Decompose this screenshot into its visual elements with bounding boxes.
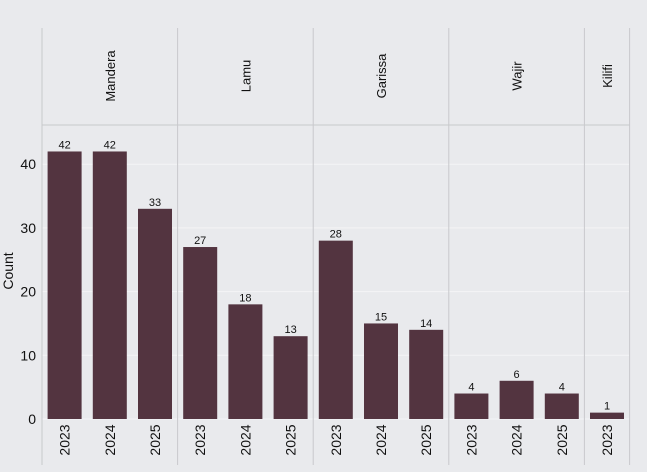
bar-value-label: 6	[514, 369, 520, 381]
bar-value-label: 1	[604, 401, 610, 413]
y-tick-label: 40	[20, 156, 36, 172]
bar-lamu-2025	[273, 336, 308, 419]
bar-value-label: 15	[375, 311, 387, 323]
x-tick-label: 2024	[102, 424, 118, 455]
bar-mandera-2023	[47, 151, 82, 419]
x-tick-label: 2023	[192, 424, 208, 455]
x-tick-label: 2025	[418, 424, 434, 455]
bar-mandera-2024	[92, 151, 127, 419]
facet-label-kilifi: Kilifi	[600, 64, 615, 88]
facet-label-wajir: Wajir	[510, 61, 525, 91]
bar-mandera-2025	[138, 208, 172, 419]
bar-value-label: 13	[284, 324, 296, 336]
x-tick-label: 2025	[147, 424, 163, 455]
x-tick-label: 2023	[57, 424, 73, 455]
facet-label-lamu: Lamu	[238, 60, 253, 93]
y-axis-title: Count	[0, 252, 16, 289]
bar-kilifi-2023	[590, 412, 624, 419]
bar-value-label: 42	[104, 139, 116, 151]
bar-value-label: 28	[330, 229, 342, 241]
y-tick-label: 0	[28, 411, 36, 427]
facet-label-mandera: Mandera	[103, 50, 118, 102]
x-tick-label: 2025	[283, 424, 299, 455]
bar-value-label: 18	[239, 292, 251, 304]
bar-value-label: 27	[194, 235, 206, 247]
bar-garissa-2024	[364, 323, 398, 419]
x-tick-label: 2023	[328, 424, 344, 455]
bar-value-label: 4	[559, 382, 565, 394]
bar-value-label: 33	[149, 197, 161, 209]
bars	[47, 151, 624, 419]
bar-wajir-2023	[454, 393, 489, 419]
bar-value-label: 14	[420, 318, 432, 330]
bar-lamu-2023	[183, 247, 218, 419]
x-tick-label: 2024	[373, 424, 389, 455]
facet-label-garissa: Garissa	[374, 53, 389, 99]
bar-wajir-2024	[499, 380, 534, 419]
y-tick-label: 10	[20, 347, 36, 363]
x-tick-label: 2024	[509, 424, 525, 455]
x-tick-label: 2023	[463, 424, 479, 455]
x-tick-label: 2024	[237, 424, 253, 455]
x-tick-label: 2023	[599, 424, 615, 455]
x-tick-label: 2025	[554, 424, 570, 455]
bar-lamu-2024	[228, 304, 263, 419]
y-tick-label: 20	[20, 284, 36, 300]
labels: 0 10 20 30 40 Mandera 42 2023 42 2024 33 2025 Lamu 27…	[20, 50, 615, 456]
y-tick-label: 30	[20, 220, 36, 236]
bar-garissa-2025	[409, 329, 444, 419]
panel-borders	[41, 28, 631, 465]
bar-wajir-2025	[544, 393, 579, 419]
bar-value-label: 42	[58, 139, 70, 151]
bar-value-label: 4	[468, 382, 474, 394]
bar-garissa-2023	[318, 240, 353, 419]
